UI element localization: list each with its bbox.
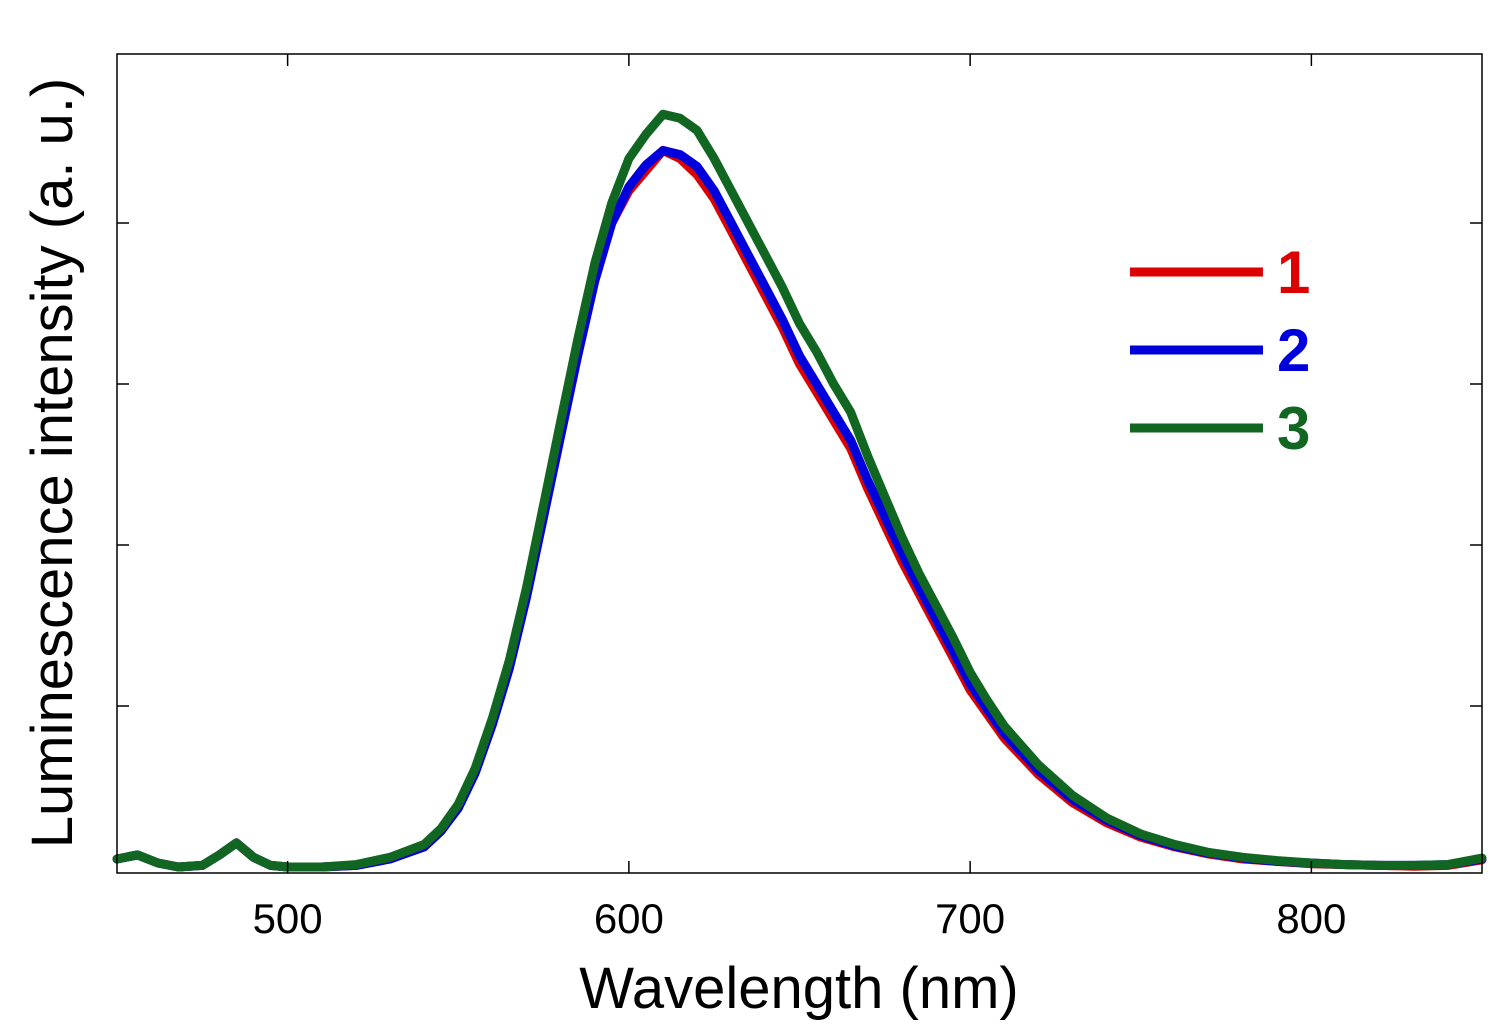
legend: 1 2 3: [1130, 239, 1310, 462]
x-axis-title: Wavelength (nm): [579, 956, 1018, 1021]
y-axis-title: Luminescence intensity (a. u.): [20, 78, 85, 848]
legend-label-1: 1: [1277, 239, 1310, 306]
x-tick-label: 600: [594, 895, 664, 942]
ticks-layer: 500 600 700 800: [117, 54, 1482, 942]
plot-frame: [116, 53, 1483, 874]
x-tick-label: 700: [935, 895, 1005, 942]
x-tick-label: 800: [1276, 895, 1346, 942]
x-tick-label: 500: [253, 895, 323, 942]
legend-label-3: 3: [1277, 395, 1310, 462]
series-layer: [112, 109, 1487, 872]
legend-label-2: 2: [1277, 317, 1310, 384]
series-line-3: [112, 109, 1487, 872]
